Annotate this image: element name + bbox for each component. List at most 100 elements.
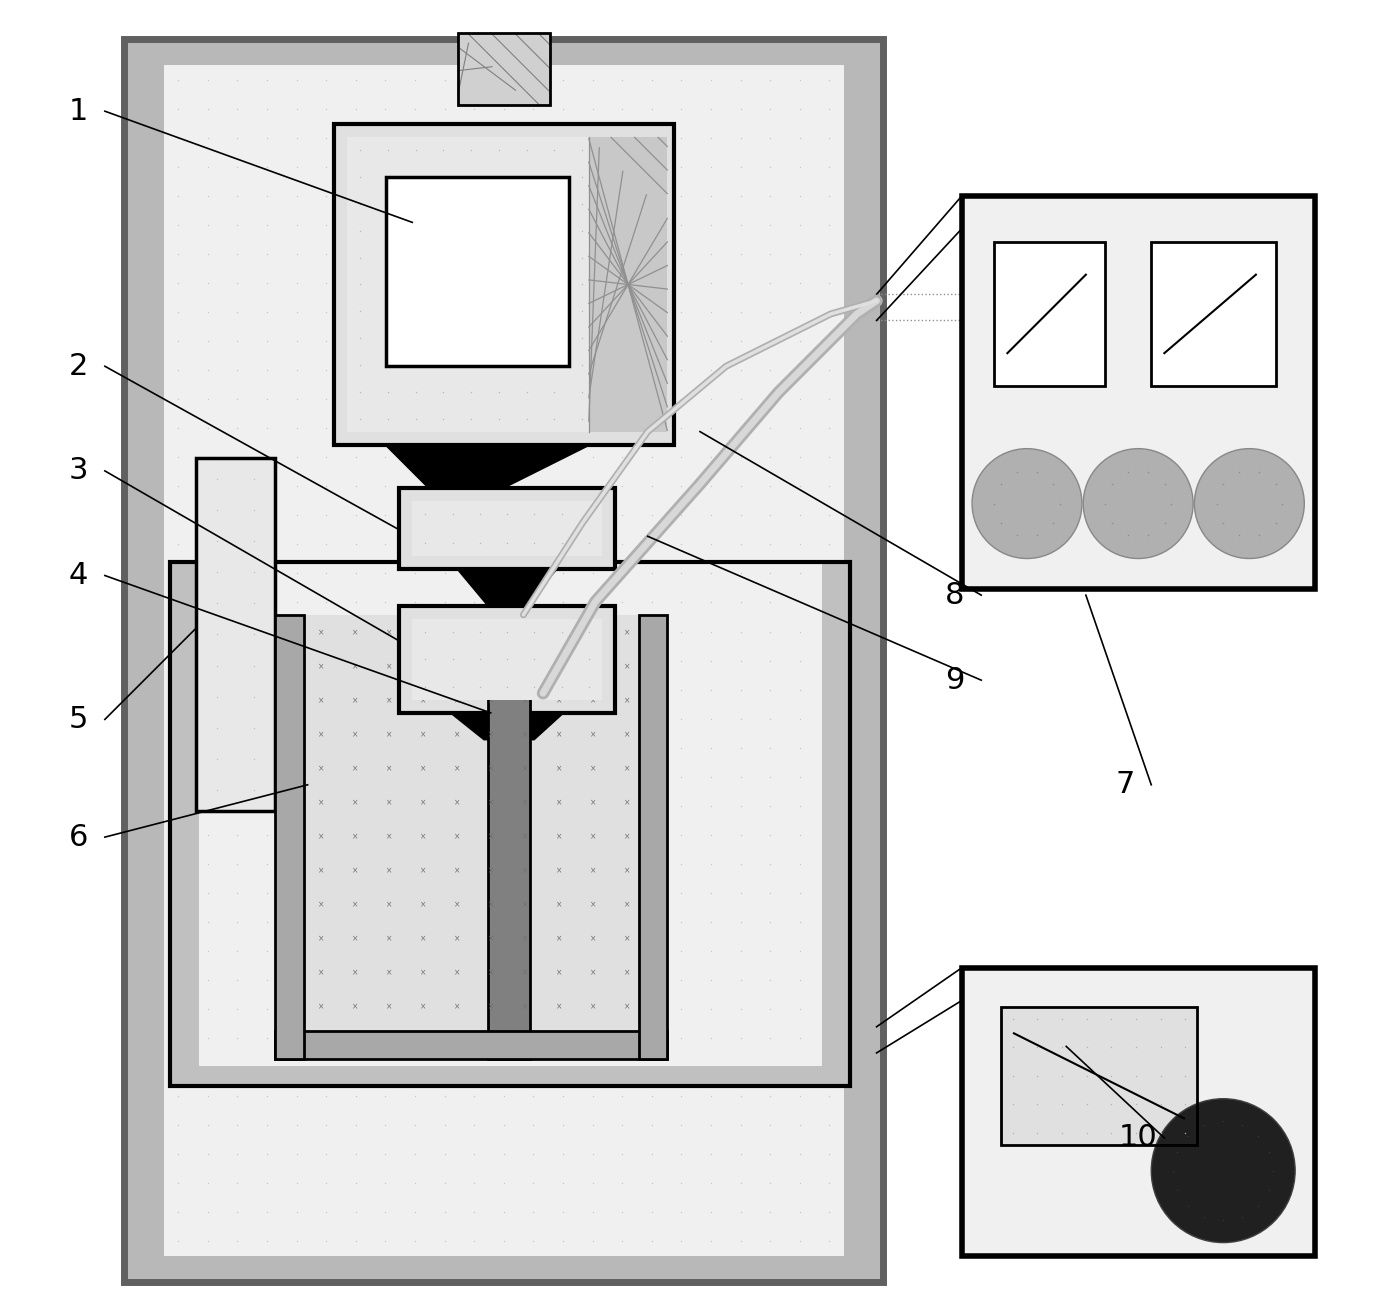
Text: ×: × bbox=[318, 765, 323, 773]
Text: ×: × bbox=[487, 969, 494, 977]
Text: ×: × bbox=[385, 663, 392, 671]
Text: ×: × bbox=[589, 697, 596, 705]
Text: ×: × bbox=[522, 697, 528, 705]
Bar bbox=[399, 606, 615, 713]
Text: ×: × bbox=[351, 629, 358, 637]
Text: ×: × bbox=[351, 901, 358, 909]
Text: ×: × bbox=[623, 901, 630, 909]
Circle shape bbox=[972, 449, 1082, 559]
Text: ×: × bbox=[522, 765, 528, 773]
Text: ×: × bbox=[420, 833, 426, 841]
Text: 2: 2 bbox=[69, 352, 88, 381]
Text: ×: × bbox=[623, 833, 630, 841]
Text: ×: × bbox=[385, 901, 392, 909]
Text: ×: × bbox=[623, 629, 630, 637]
Text: ×: × bbox=[556, 935, 561, 943]
Bar bbox=[274, 615, 304, 1059]
Bar bbox=[164, 65, 844, 1256]
Text: ×: × bbox=[318, 663, 323, 671]
Bar bbox=[171, 562, 850, 1086]
Bar bbox=[458, 33, 550, 105]
Text: ×: × bbox=[589, 833, 596, 841]
Text: ×: × bbox=[385, 697, 392, 705]
Text: ×: × bbox=[487, 867, 494, 875]
Text: ×: × bbox=[420, 731, 426, 739]
Text: ×: × bbox=[351, 765, 358, 773]
Text: ×: × bbox=[318, 833, 323, 841]
Text: ×: × bbox=[589, 1003, 596, 1011]
Bar bbox=[994, 242, 1106, 386]
Text: ×: × bbox=[556, 799, 561, 807]
Bar bbox=[386, 177, 570, 366]
Text: ×: × bbox=[522, 867, 528, 875]
Text: ×: × bbox=[420, 935, 426, 943]
Text: 6: 6 bbox=[69, 823, 88, 852]
Text: ×: × bbox=[522, 731, 528, 739]
Text: ×: × bbox=[351, 867, 358, 875]
Text: ×: × bbox=[385, 799, 392, 807]
Text: ×: × bbox=[351, 969, 358, 977]
Text: ×: × bbox=[589, 731, 596, 739]
Circle shape bbox=[1194, 449, 1305, 559]
Bar bbox=[304, 615, 638, 1031]
Bar bbox=[458, 33, 550, 105]
Text: ×: × bbox=[318, 935, 323, 943]
Text: ×: × bbox=[454, 629, 459, 637]
Text: ×: × bbox=[420, 663, 426, 671]
Text: ×: × bbox=[420, 765, 426, 773]
Text: ×: × bbox=[487, 1003, 494, 1011]
Text: ×: × bbox=[351, 935, 358, 943]
Text: ×: × bbox=[385, 1003, 392, 1011]
Bar bbox=[822, 562, 850, 1086]
Text: ×: × bbox=[522, 901, 528, 909]
Text: ×: × bbox=[420, 901, 426, 909]
Text: ×: × bbox=[556, 1003, 561, 1011]
Bar bbox=[1001, 1007, 1197, 1144]
Text: ×: × bbox=[522, 629, 528, 637]
Text: 3: 3 bbox=[69, 456, 88, 485]
Text: ×: × bbox=[487, 833, 494, 841]
Text: ×: × bbox=[522, 833, 528, 841]
Text: ×: × bbox=[623, 731, 630, 739]
Text: ×: × bbox=[487, 935, 494, 943]
Text: ×: × bbox=[589, 765, 596, 773]
Bar bbox=[196, 458, 274, 811]
Text: ×: × bbox=[556, 969, 561, 977]
Text: ×: × bbox=[556, 629, 561, 637]
Text: ×: × bbox=[623, 799, 630, 807]
Text: ×: × bbox=[385, 731, 392, 739]
Text: ×: × bbox=[351, 833, 358, 841]
Text: ×: × bbox=[385, 867, 392, 875]
Text: ×: × bbox=[589, 799, 596, 807]
Bar bbox=[412, 501, 602, 556]
Text: 5: 5 bbox=[69, 705, 88, 734]
Text: ×: × bbox=[420, 629, 426, 637]
Text: ×: × bbox=[454, 663, 459, 671]
Text: ×: × bbox=[420, 1003, 426, 1011]
Text: ×: × bbox=[385, 969, 392, 977]
Text: ×: × bbox=[454, 799, 459, 807]
Bar bbox=[333, 124, 673, 445]
Text: ×: × bbox=[556, 697, 561, 705]
Text: ×: × bbox=[318, 969, 323, 977]
Circle shape bbox=[1151, 1099, 1295, 1243]
Text: ×: × bbox=[385, 833, 392, 841]
Text: ×: × bbox=[623, 697, 630, 705]
Text: ×: × bbox=[556, 867, 561, 875]
Bar bbox=[171, 562, 199, 1086]
Text: ×: × bbox=[589, 935, 596, 943]
Text: ×: × bbox=[454, 969, 459, 977]
Text: ×: × bbox=[454, 697, 459, 705]
Bar bbox=[412, 619, 602, 700]
Text: ×: × bbox=[420, 697, 426, 705]
Text: ×: × bbox=[556, 663, 561, 671]
Text: ×: × bbox=[318, 867, 323, 875]
Bar bbox=[203, 464, 269, 804]
Bar bbox=[1151, 242, 1275, 386]
Text: ×: × bbox=[487, 663, 494, 671]
Text: ×: × bbox=[385, 935, 392, 943]
Bar bbox=[125, 39, 883, 1282]
Text: ×: × bbox=[351, 799, 358, 807]
Text: ×: × bbox=[556, 731, 561, 739]
Text: ×: × bbox=[556, 833, 561, 841]
